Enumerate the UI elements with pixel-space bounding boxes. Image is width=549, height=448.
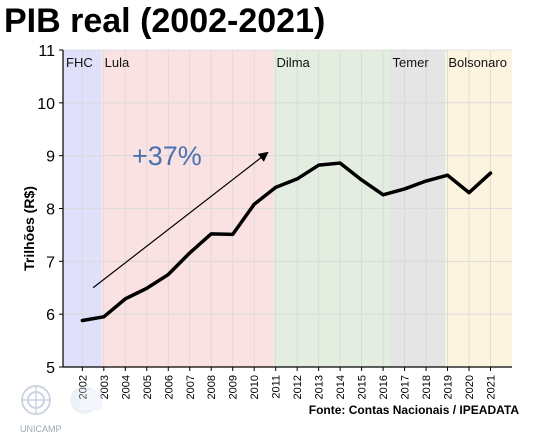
period-label-0: FHC	[66, 55, 93, 70]
period-label-4: Bolsonaro	[448, 55, 507, 70]
period-label-3: Temer	[393, 55, 430, 70]
x-tick-label-13: 2015	[357, 375, 369, 399]
x-tick-label-18: 2020	[464, 375, 476, 399]
grid-lines	[63, 49, 512, 368]
y-tick-label-0: 5	[46, 360, 55, 377]
logo-emblem-icon	[21, 385, 51, 415]
y-tick-label-3: 8	[46, 202, 55, 219]
x-tick-label-11: 2013	[314, 375, 326, 399]
x-tick-label-17: 2019	[443, 375, 455, 399]
growth-annotation: +37%	[92, 141, 269, 289]
growth-arrow	[92, 151, 269, 289]
x-tick-label-0: 2002	[77, 375, 89, 399]
y-tick-label-6: 11	[38, 43, 55, 60]
period-labels: FHC Lula Dilma Temer Bolsonaro	[66, 55, 507, 70]
x-tick-label-8: 2010	[249, 375, 261, 399]
page-title: PIB real (2002-2021)	[4, 2, 326, 40]
source-note: Fonte: Contas Nacionais / IPEADATA	[308, 403, 519, 417]
logo-second-emblem-icon	[70, 386, 102, 414]
x-tick-label-1: 2003	[99, 375, 111, 399]
x-tick-label-4: 2006	[163, 375, 175, 399]
x-tick-labels: 2002 2003 2004 2005 2006 2007 2008 2009 2010 2011…	[77, 367, 498, 399]
series-line-0	[80, 161, 493, 323]
unicamp-logo: UNICAMP	[20, 385, 102, 434]
x-tick-label-6: 2008	[206, 375, 218, 399]
y-tick-label-1: 6	[46, 307, 55, 324]
y-tick-label-2: 7	[46, 254, 55, 271]
x-tick-label-12: 2014	[335, 375, 347, 399]
x-tick-label-19: 2021	[486, 375, 498, 399]
x-tick-label-16: 2018	[421, 375, 433, 399]
x-tick-label-14: 2016	[378, 375, 390, 399]
period-label-2: Dilma	[277, 55, 311, 70]
y-tick-label-5: 10	[37, 96, 55, 113]
x-tick-label-2: 2004	[120, 375, 132, 399]
growth-annotation-text: +37%	[132, 141, 202, 171]
logo-text: UNICAMP	[20, 424, 62, 434]
y-axis-label: Trilhões (R$)	[21, 186, 37, 271]
x-tick-label-15: 2017	[400, 375, 412, 399]
x-tick-label-9: 2011	[271, 375, 283, 399]
x-tick-label-3: 2005	[142, 375, 154, 399]
x-tick-label-10: 2012	[292, 375, 304, 399]
y-tick-labels: 5 6 7 8 9 10 11	[37, 43, 63, 377]
period-label-1: Lula	[105, 55, 130, 70]
x-tick-label-5: 2007	[185, 375, 197, 399]
y-tick-label-4: 9	[46, 149, 55, 166]
series-lines	[80, 161, 493, 323]
x-tick-label-7: 2009	[228, 375, 240, 399]
